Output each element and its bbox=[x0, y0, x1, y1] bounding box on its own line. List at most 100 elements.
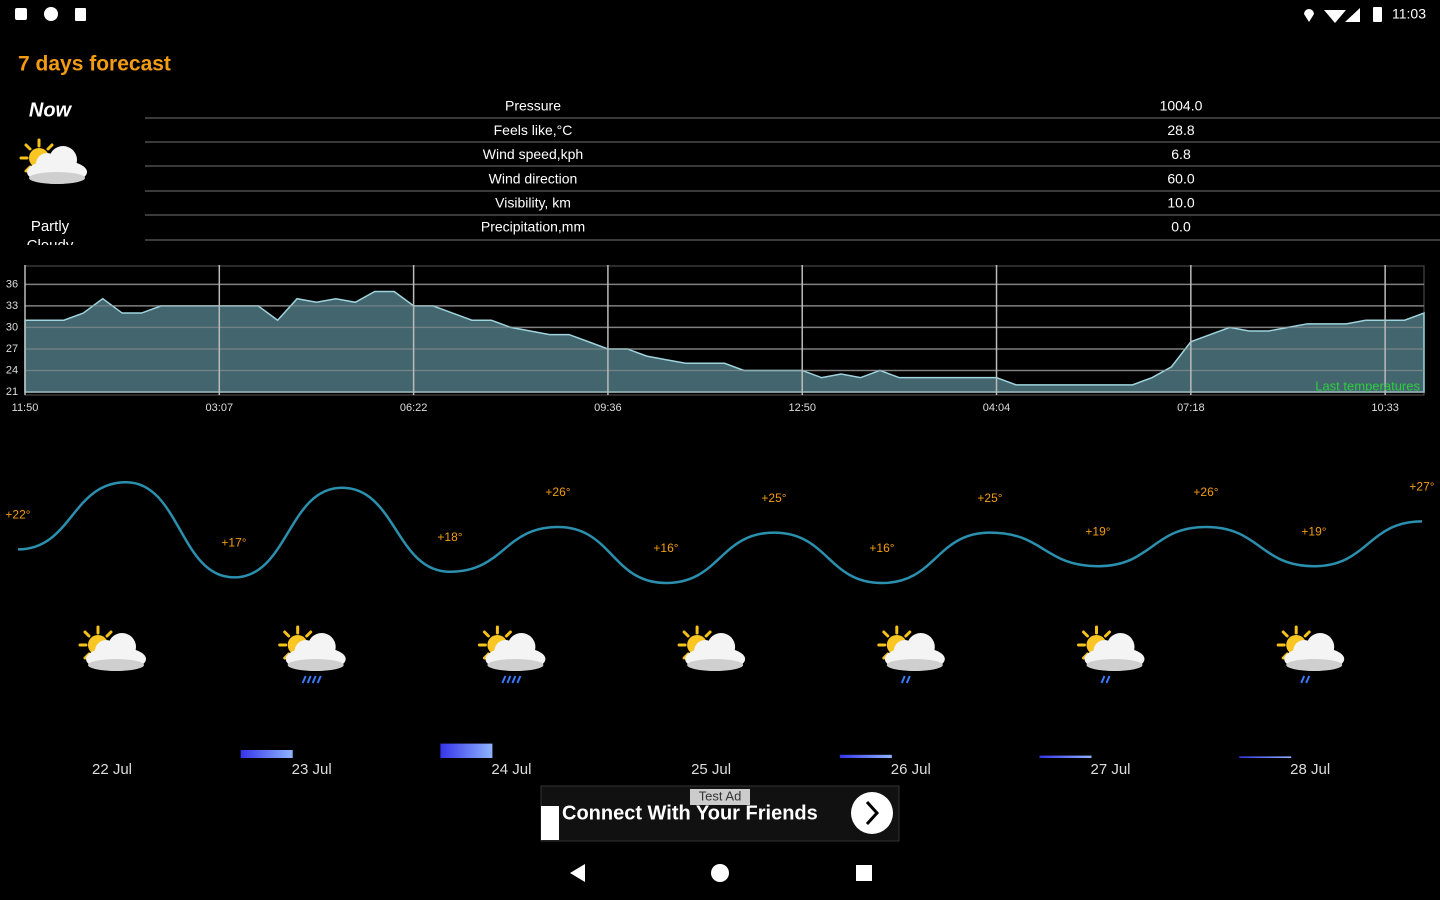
rain-drop bbox=[306, 675, 312, 684]
clock: 11:03 bbox=[1392, 6, 1426, 22]
temperature-label: +25° bbox=[761, 491, 786, 505]
x-tick-label: 09:36 bbox=[594, 402, 622, 414]
rain-drop bbox=[1100, 675, 1106, 684]
ad-arrow bbox=[865, 800, 880, 826]
now-icon bbox=[19, 138, 89, 186]
temperature-label: +26° bbox=[1193, 485, 1218, 499]
wifi-icon bbox=[1324, 10, 1346, 23]
status-icon bbox=[75, 8, 86, 21]
day-label: 22 Jul bbox=[92, 761, 132, 778]
weather-icon bbox=[1276, 625, 1346, 673]
details-table: Pressure 1004.0 Feels like,°C 28.8 Wind spee… bbox=[145, 98, 1440, 241]
weather-icon bbox=[278, 625, 348, 673]
ad-choices[interactable] bbox=[541, 806, 559, 840]
status-bar: 11:03 bbox=[15, 6, 1426, 23]
rain-drop bbox=[1305, 675, 1311, 684]
day-label: 28 Jul bbox=[1290, 761, 1330, 778]
ad-badge-bg bbox=[690, 789, 750, 805]
x-tick-label: 12:50 bbox=[788, 402, 816, 414]
detail-label: Wind direction bbox=[489, 170, 578, 186]
y-tick-label: 36 bbox=[6, 278, 18, 290]
detail-value: 0.0 bbox=[1171, 219, 1191, 235]
nav-back[interactable] bbox=[570, 864, 585, 882]
detail-label: Feels like,°C bbox=[494, 122, 573, 138]
page-title: 7 days forecast bbox=[18, 53, 171, 76]
now-label: Now bbox=[29, 99, 73, 121]
location-icon bbox=[1304, 9, 1314, 22]
y-tick-label: 30 bbox=[6, 321, 18, 333]
day-label: 24 Jul bbox=[491, 761, 531, 778]
x-tick-label: 04:04 bbox=[983, 402, 1011, 414]
day-label: 26 Jul bbox=[891, 761, 931, 778]
detail-label: Pressure bbox=[505, 98, 561, 114]
x-tick-label: 06:22 bbox=[400, 402, 428, 414]
now-condition: Partly Cloudy bbox=[27, 218, 74, 245]
day-label: 27 Jul bbox=[1090, 761, 1130, 778]
temperature-label: +22° bbox=[5, 508, 30, 522]
detail-label: Visibility, km bbox=[495, 195, 571, 211]
weather-icon bbox=[477, 625, 547, 673]
rain-drop bbox=[905, 675, 911, 684]
x-tick-label: 11:50 bbox=[12, 402, 39, 414]
ad-button[interactable] bbox=[851, 792, 893, 834]
legend-label: Last temperatures bbox=[1315, 378, 1420, 393]
detail-value: 6.8 bbox=[1171, 146, 1191, 162]
nav-recents[interactable] bbox=[856, 865, 872, 881]
x-tick-label: 10:33 bbox=[1371, 402, 1399, 414]
weather-icon bbox=[1077, 625, 1146, 673]
temperature-label: +26° bbox=[545, 485, 570, 499]
y-tick-label: 33 bbox=[6, 300, 18, 312]
rain-drop bbox=[301, 675, 307, 684]
day-label: 23 Jul bbox=[292, 761, 332, 778]
y-tick-label: 24 bbox=[6, 364, 18, 376]
x-tick-label: 03:07 bbox=[206, 402, 234, 414]
ad-badge: Test Ad bbox=[699, 788, 742, 803]
temperature-label: +17° bbox=[221, 536, 246, 550]
status-icon bbox=[44, 7, 58, 21]
battery-icon bbox=[1373, 7, 1382, 22]
temperature-label: +18° bbox=[437, 530, 462, 544]
weather-icon bbox=[677, 625, 747, 673]
temperature-label: +16° bbox=[869, 541, 894, 555]
precipitation-bar bbox=[1239, 756, 1292, 758]
weather-icon bbox=[877, 625, 947, 673]
y-tick-label: 27 bbox=[6, 343, 18, 355]
day-label: 25 Jul bbox=[691, 761, 731, 778]
precipitation-bar bbox=[440, 743, 493, 758]
rain-drop bbox=[1105, 675, 1111, 684]
forecast-line bbox=[17, 480, 1423, 585]
rain-drop bbox=[506, 675, 512, 684]
temperature-label: +19° bbox=[1301, 524, 1326, 538]
detail-value: 10.0 bbox=[1167, 195, 1194, 211]
precipitation-bar bbox=[1039, 755, 1092, 758]
precipitation-bar bbox=[839, 754, 892, 758]
detail-value: 28.8 bbox=[1167, 122, 1194, 138]
forecast-chart: +22° +17° +18° +26° +16° +25° +16° +25° +19° +26°… bbox=[5, 480, 1435, 585]
detail-label: Wind speed,kph bbox=[483, 146, 583, 162]
detail-value: 1004.0 bbox=[1160, 98, 1203, 114]
rain-drop bbox=[900, 675, 906, 684]
detail-label: Precipitation,mm bbox=[481, 219, 585, 235]
rain-drop bbox=[1300, 675, 1306, 684]
nav-home[interactable] bbox=[711, 864, 729, 882]
temperature-label: +16° bbox=[653, 541, 678, 555]
temperature-label: +27° bbox=[1409, 480, 1434, 494]
history-chart: 21 24 27 30 33 36 11:50 03:07 06:22 09:36 12:50 04:… bbox=[6, 265, 1425, 414]
signal-icon bbox=[1345, 8, 1360, 22]
rain-drop bbox=[516, 675, 522, 684]
day-list: 22 Jul 23 Jul 24 Jul 25 Jul 26 Jul 27 Jul 28 J… bbox=[78, 625, 1346, 778]
rain-drop bbox=[511, 675, 517, 684]
rain-drop bbox=[311, 675, 317, 684]
y-tick-label: 21 bbox=[6, 386, 18, 398]
temperature-label: +19° bbox=[1085, 524, 1110, 538]
x-tick-label: 07:18 bbox=[1177, 402, 1205, 414]
status-icon bbox=[15, 8, 27, 20]
ad-banner[interactable]: Test Ad Connect With Your Friends bbox=[540, 785, 900, 842]
rain-drop bbox=[501, 675, 507, 684]
ad-text[interactable]: Connect With Your Friends bbox=[562, 802, 818, 824]
detail-value: 60.0 bbox=[1167, 170, 1194, 186]
temperature-label: +25° bbox=[977, 491, 1002, 505]
ad-frame[interactable] bbox=[540, 785, 900, 842]
